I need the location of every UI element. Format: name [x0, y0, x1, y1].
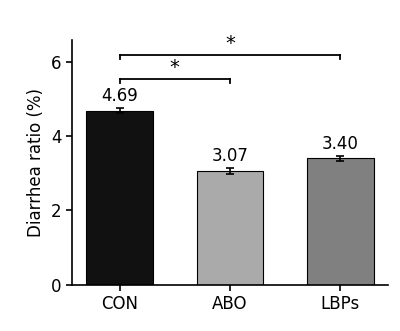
Text: 3.40: 3.40 [322, 135, 359, 153]
Text: *: * [170, 58, 180, 77]
Text: 4.69: 4.69 [101, 87, 138, 105]
Bar [197, 171, 263, 285]
Y-axis label: Diarrhea ratio (%): Diarrhea ratio (%) [28, 88, 46, 237]
Bar [86, 111, 153, 285]
Text: *: * [225, 34, 235, 53]
Text: 3.07: 3.07 [212, 147, 248, 165]
Bar [307, 159, 374, 285]
